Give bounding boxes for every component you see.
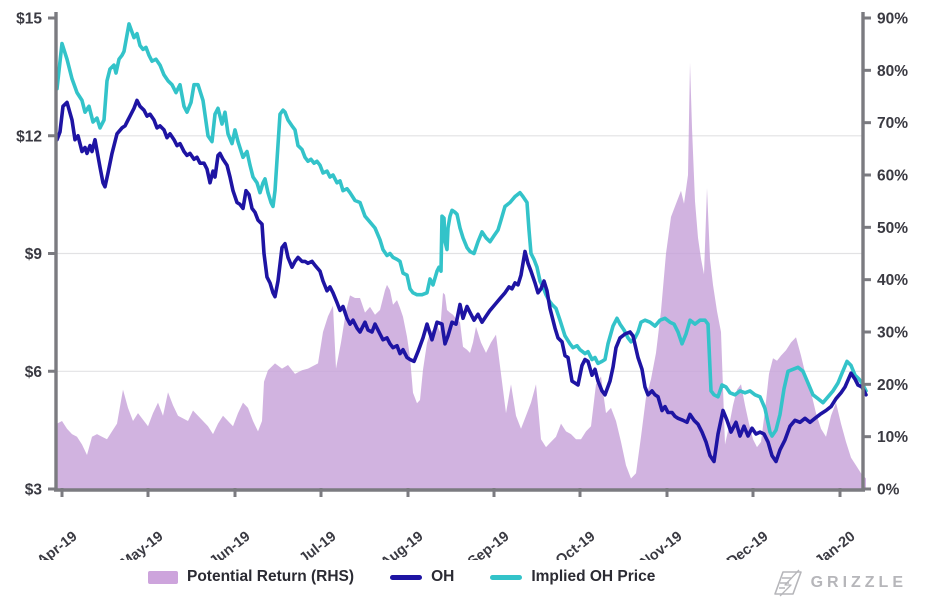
x-axis-tick-label: Apr-19 (34, 529, 80, 560)
left-axis-tick-label: $15 (16, 11, 42, 28)
left-axis-tick-label: $9 (25, 246, 43, 263)
x-axis-tick-label: Jul-19 (297, 529, 340, 560)
right-axis-tick-label: 10% (877, 429, 908, 446)
x-axis-tick-label: Oct-19 (553, 529, 598, 560)
x-axis-tick-label: Nov-19 (638, 529, 686, 560)
x-axis-tick-label: Dec-19 (724, 529, 771, 560)
right-axis-tick-label: 20% (877, 377, 908, 394)
series-implied-oh-price-line (55, 22, 868, 438)
x-axis-tick-label: Sep-19 (465, 529, 512, 560)
left-axis-tick-label: $12 (16, 128, 42, 145)
legend-label: Potential Return (RHS) (187, 568, 355, 585)
grizzle-logo: GRIZZLE (772, 569, 907, 597)
grizzle-logo-text: GRIZZLE (810, 574, 907, 591)
chart-canvas: $15 $12 $9 $6 $3 90% 80% 70% 60% 50% 40% 30% 20% 10% 0… (16, 11, 908, 561)
legend-item-oh: OH (390, 568, 454, 586)
right-axis-tick-label: 70% (877, 115, 908, 132)
x-axis-tick-label: Jan-20 (812, 529, 858, 560)
right-axis-tick-label: 0% (877, 482, 900, 499)
line-swatch-icon (490, 574, 523, 580)
grizzle-logo-icon (773, 569, 802, 597)
x-axis-tick-label: Aug-19 (378, 529, 427, 560)
right-axis-tick-label: 50% (877, 220, 908, 237)
x-axis-tick-label: May-19 (118, 529, 167, 560)
right-axis-tick-label: 60% (877, 168, 908, 185)
x-axis-tick-label: Jun-19 (207, 529, 254, 560)
right-axis-tick-label: 80% (877, 63, 908, 80)
right-axis-tick-label: 30% (877, 325, 908, 342)
legend-label: Implied OH Price (531, 568, 656, 585)
line-swatch-icon (390, 574, 423, 580)
axis-spines (54, 12, 865, 492)
left-axis-tick-label: $6 (25, 364, 43, 381)
right-axis-tick-label: 90% (877, 11, 908, 28)
series-oh-line (55, 98, 868, 464)
legend-item-implied-oh-price: Implied OH Price (490, 568, 655, 586)
left-axis-tick-label: $3 (25, 482, 43, 499)
legend-label: OH (431, 568, 455, 585)
area-swatch-icon (148, 570, 178, 584)
legend-item-potential-return: Potential Return (RHS) (148, 568, 354, 586)
right-axis-tick-label: 40% (877, 272, 908, 289)
chart-legend: Potential Return (RHS) OH Implied OH Pri… (148, 568, 655, 586)
series-potential-return-area (57, 62, 866, 489)
